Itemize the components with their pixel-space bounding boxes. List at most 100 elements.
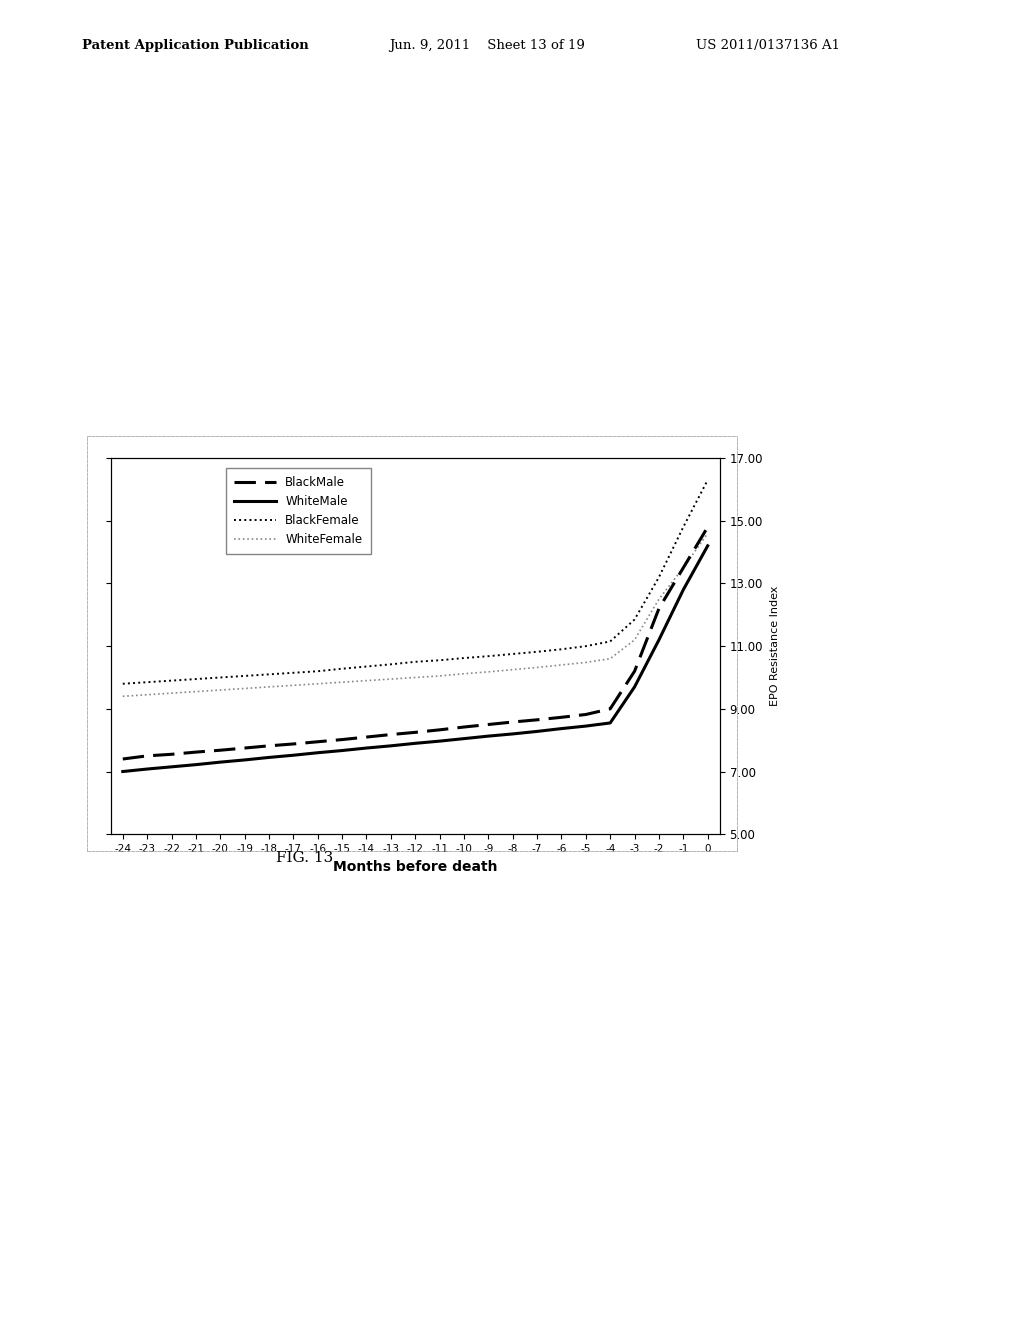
BlackFemale (580, 638, 592, 653)
BlackMale (530, 711, 543, 727)
Text: US 2011/0137136 A1: US 2011/0137136 A1 (696, 38, 841, 51)
WhiteFemale (239, 681, 251, 697)
Text: Patent Application Publication: Patent Application Publication (82, 38, 308, 51)
Y-axis label: EPO Resistance Index: EPO Resistance Index (770, 586, 780, 706)
WhiteFemale (530, 660, 543, 676)
BlackMale (117, 751, 129, 767)
BlackFemale (360, 659, 373, 675)
BlackFemale (263, 667, 275, 682)
WhiteFemale (507, 661, 519, 677)
WhiteFemale (117, 689, 129, 705)
WhiteFemale (165, 685, 178, 701)
WhiteMale (629, 678, 641, 694)
BlackMale (239, 741, 251, 756)
WhiteMale (701, 539, 714, 554)
BlackMale (165, 746, 178, 762)
WhiteFemale (433, 668, 445, 684)
BlackMale (629, 663, 641, 678)
BlackFemale (165, 673, 178, 689)
BlackMale (555, 709, 567, 725)
WhiteFemale (629, 632, 641, 648)
BlackFemale (507, 645, 519, 661)
BlackMale (336, 731, 348, 747)
BlackFemale (214, 669, 226, 685)
WhiteMale (653, 632, 666, 648)
WhiteMale (482, 729, 495, 744)
BlackMale (653, 601, 666, 616)
Line: BlackFemale: BlackFemale (123, 480, 708, 684)
WhiteFemale (360, 673, 373, 689)
BlackFemale (239, 668, 251, 684)
BlackMale (263, 738, 275, 754)
BlackMale (214, 742, 226, 758)
WhiteMale (530, 723, 543, 739)
WhiteMale (141, 762, 154, 777)
BlackMale (409, 725, 422, 741)
WhiteMale (433, 733, 445, 748)
WhiteFemale (677, 560, 689, 576)
Text: FIG. 13: FIG. 13 (276, 851, 334, 865)
BlackFemale (555, 642, 567, 657)
BlackMale (287, 737, 299, 752)
WhiteFemale (263, 678, 275, 694)
BlackFemale (287, 665, 299, 681)
WhiteMale (507, 726, 519, 742)
X-axis label: Months before death: Months before death (333, 859, 498, 874)
WhiteFemale (458, 665, 470, 681)
BlackFemale (117, 676, 129, 692)
WhiteFemale (580, 655, 592, 671)
WhiteFemale (701, 525, 714, 541)
BlackMale (677, 560, 689, 576)
BlackFemale (482, 648, 495, 664)
WhiteFemale (482, 664, 495, 680)
WhiteMale (385, 738, 397, 754)
WhiteFemale (385, 671, 397, 686)
BlackFemale (530, 644, 543, 660)
WhiteMale (604, 715, 616, 731)
BlackFemale (433, 652, 445, 668)
WhiteMale (311, 744, 324, 760)
BlackMale (360, 729, 373, 744)
WhiteFemale (141, 686, 154, 702)
BlackMale (385, 726, 397, 742)
BlackFemale (701, 473, 714, 488)
BlackFemale (604, 634, 616, 649)
BlackFemale (385, 656, 397, 672)
BlackFemale (336, 661, 348, 677)
BlackMale (141, 748, 154, 764)
BlackMale (311, 734, 324, 750)
BlackMale (458, 719, 470, 735)
WhiteMale (555, 721, 567, 737)
WhiteFemale (287, 677, 299, 693)
BlackFemale (189, 671, 202, 686)
WhiteMale (214, 754, 226, 770)
WhiteFemale (604, 651, 616, 667)
BlackFemale (409, 653, 422, 669)
BlackFemale (653, 569, 666, 585)
BlackFemale (677, 519, 689, 535)
WhiteFemale (409, 669, 422, 685)
BlackFemale (141, 675, 154, 690)
WhiteFemale (653, 591, 666, 607)
WhiteMale (117, 763, 129, 779)
Line: WhiteFemale: WhiteFemale (123, 533, 708, 697)
BlackMale (482, 717, 495, 733)
WhiteMale (336, 743, 348, 759)
BlackMale (701, 519, 714, 535)
WhiteMale (458, 731, 470, 747)
WhiteMale (263, 750, 275, 766)
BlackMale (507, 714, 519, 730)
WhiteMale (239, 752, 251, 768)
WhiteMale (287, 747, 299, 763)
WhiteMale (580, 718, 592, 734)
WhiteFemale (555, 657, 567, 673)
WhiteFemale (214, 682, 226, 698)
BlackFemale (629, 611, 641, 627)
WhiteMale (189, 756, 202, 772)
BlackMale (433, 722, 445, 738)
BlackFemale (458, 651, 470, 667)
BlackMale (604, 701, 616, 717)
BlackMale (580, 706, 592, 722)
WhiteFemale (336, 675, 348, 690)
WhiteMale (677, 582, 689, 598)
